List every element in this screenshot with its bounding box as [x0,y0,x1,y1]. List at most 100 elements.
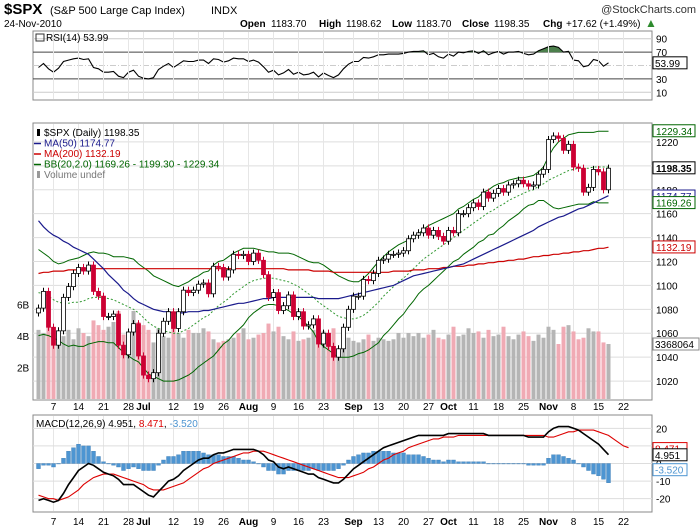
volume-bar [586,328,591,399]
volume-bar [241,328,246,399]
macd-hist-bar [276,463,281,475]
volume-bar [496,334,501,399]
x-tick-label: 28 [123,517,135,528]
candle-body [431,230,436,236]
candle-body [481,191,486,207]
x-tick-label: 20 [398,517,410,528]
candle [396,249,401,258]
candle-body [476,202,481,207]
candle [366,275,371,285]
svg-text:RSI(14) 53.99: RSI(14) 53.99 [46,33,109,44]
volume-bar [86,336,91,399]
candle-body [36,307,41,314]
rsi-last-box [652,56,688,70]
candle [571,140,576,171]
x-axis-macd: 7 14 21 28 Jul 12 19 26 Aug 9 16 23 Sep 13 20 27 Oct 11 18… [51,517,630,528]
legend-candle-icon [37,129,40,136]
macd-hist-bar [456,461,461,464]
candle [51,323,56,349]
candle [311,315,316,329]
volume-bar [186,329,191,399]
signal-value: 8.471 [139,419,164,430]
candle [491,189,496,202]
macd-hist-bar [496,463,501,465]
candle [471,199,476,212]
macd-hist-bar [556,454,561,464]
candle-body [71,273,76,288]
macd-hist-bar [526,463,531,466]
rsi-tick-label: 90 [656,35,668,46]
candle-body [536,173,541,186]
high-value: 1198.62 [346,19,382,30]
x-tick-label: 28 [123,402,135,413]
volume-bar [381,339,386,399]
candle-body [526,183,531,187]
volume-bar [61,336,66,399]
volume-bar [121,334,126,399]
price-last-box [652,161,696,175]
macd-hist-bar [606,463,611,484]
candle [546,135,551,174]
candle-body [246,253,251,262]
candle [251,249,256,266]
svg-text:MACD(12,26,9) 4.951, 8.471, -3: MACD(12,26,9) 4.951, 8.471, -3.520 [36,419,198,430]
volume-bar [346,337,351,399]
volume-bar [271,331,276,399]
legend-entry: Volume undef [44,170,105,181]
candle-body [181,289,186,313]
macd-hist-bar [106,463,111,465]
rsi-last-label: 53.99 [655,59,680,70]
volume-bar [221,340,226,399]
candle-body [201,282,206,285]
volume-bar [556,344,561,399]
macd-hist-bar [291,463,296,471]
candle [331,342,336,361]
candle [486,188,491,202]
volume-bar [116,311,121,399]
x-tick-label: 8 [571,517,577,528]
volume-bar [106,326,111,399]
candle [511,180,516,189]
brand-logo: @StockCharts.com [601,4,696,16]
candle [66,283,71,301]
macd-line [38,425,610,504]
x-tick-label: 11 [468,517,479,528]
volume-bar [331,328,336,399]
volume-bar [436,337,441,399]
candle-body [276,292,281,311]
macd-last-box [652,448,688,462]
volume-tick-label: 4B [17,332,30,343]
x-tick-label: 8 [571,402,577,413]
x-tick-label: 15 [593,402,605,413]
candle-body [256,252,261,261]
x-tick-label: 21 [98,517,110,528]
candle-body [471,202,476,209]
candle-body [421,227,426,234]
x-tick-label: Nov [539,517,558,528]
volume-bar [551,329,556,399]
macd-hist-bar [586,463,591,471]
candle-body [381,258,386,261]
high-label: High [319,19,341,30]
candle-body [81,267,86,272]
macd-hist-bar [136,463,141,469]
candle [46,287,51,331]
candle-body [541,169,546,175]
x-tick-label: 23 [318,402,330,413]
candle-body [591,169,596,188]
candle-body [571,143,576,168]
candle-body [51,326,56,346]
candle [336,345,341,361]
macd-hist-bar [521,463,526,465]
hist-value: -3.520 [169,419,198,430]
macd-hist-bar [561,456,566,464]
candle [296,308,301,321]
volume-bar [111,322,116,399]
legend-entry: $SPX (Daily) 1198.35 [44,128,140,139]
volume-bar [41,333,46,399]
candle-body [341,326,346,350]
exchange: INDX [211,5,238,17]
candle [596,165,601,176]
candle-body [566,143,571,151]
candle [406,235,411,255]
